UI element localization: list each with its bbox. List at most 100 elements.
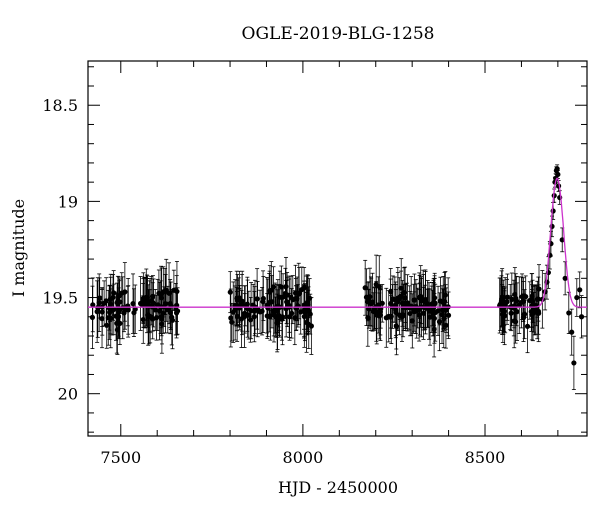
data-point	[393, 302, 399, 308]
data-point	[432, 300, 438, 306]
data-point	[500, 311, 506, 317]
data-point	[114, 300, 120, 306]
data-point	[108, 315, 114, 321]
data-points	[89, 164, 585, 391]
data-point	[306, 321, 312, 327]
data-point	[509, 296, 515, 302]
data-point	[239, 301, 245, 308]
data-point	[107, 309, 113, 315]
data-point	[566, 310, 572, 316]
model-curve	[88, 177, 587, 308]
x-axis-label: HJD - 2450000	[278, 478, 398, 497]
data-point	[393, 323, 400, 330]
data-point	[437, 298, 444, 304]
data-point	[511, 305, 517, 311]
data-point	[504, 294, 510, 300]
data-point	[534, 296, 540, 302]
data-point	[436, 319, 443, 325]
data-point	[254, 296, 260, 302]
data-point	[512, 291, 518, 298]
data-point	[252, 308, 258, 314]
data-point	[90, 302, 96, 308]
data-point	[292, 315, 298, 321]
data-point	[277, 314, 283, 320]
data-point	[422, 296, 429, 303]
data-point	[409, 318, 415, 324]
data-point	[267, 289, 273, 295]
data-point	[280, 294, 286, 300]
data-point	[267, 313, 273, 319]
data-point	[524, 323, 531, 329]
data-point	[578, 314, 585, 320]
data-point	[529, 298, 536, 304]
data-point	[283, 283, 289, 290]
chart-title: OGLE-2019-BLG-1258	[242, 24, 435, 44]
data-point	[247, 317, 254, 323]
data-point	[227, 289, 233, 295]
data-point	[379, 300, 385, 306]
data-point	[555, 171, 561, 178]
data-point	[130, 301, 136, 307]
data-point	[301, 302, 307, 308]
data-point	[284, 299, 290, 305]
data-point	[374, 312, 380, 318]
y-tick-label: 20	[58, 385, 78, 404]
data-point	[122, 289, 128, 295]
data-point	[131, 310, 137, 316]
data-point	[520, 315, 527, 321]
data-point	[431, 326, 437, 332]
data-point	[559, 237, 565, 243]
data-point	[388, 289, 394, 295]
data-point	[440, 307, 446, 313]
data-point	[569, 329, 575, 335]
data-point	[499, 294, 505, 300]
data-point	[115, 314, 122, 320]
data-point	[523, 293, 529, 300]
data-point	[435, 308, 441, 314]
x-tick-label: 8000	[283, 448, 324, 467]
data-point	[368, 299, 374, 305]
data-point	[163, 301, 169, 307]
axis-ticks: 7500 8000 8500 18.5 19 19.5 20	[42, 61, 587, 467]
data-point	[402, 295, 408, 301]
data-point	[158, 313, 165, 320]
data-point	[376, 283, 382, 290]
data-point	[550, 208, 556, 214]
data-point	[97, 295, 103, 301]
data-point	[116, 307, 122, 313]
data-point	[167, 301, 173, 307]
y-axis-label: I magnitude	[9, 199, 28, 297]
data-point	[299, 286, 305, 293]
data-point	[398, 293, 404, 299]
data-point	[562, 275, 568, 281]
data-point	[234, 295, 240, 301]
x-tick-label: 7500	[100, 448, 141, 467]
data-point	[442, 292, 448, 298]
data-point	[278, 284, 284, 290]
data-point	[121, 310, 127, 316]
data-point	[162, 288, 168, 295]
data-point	[553, 175, 559, 181]
y-tick-label: 19	[58, 192, 78, 211]
data-point	[363, 294, 370, 300]
data-point	[94, 309, 100, 315]
y-tick-label: 19.5	[42, 289, 78, 308]
data-point	[274, 320, 280, 326]
data-point	[242, 310, 248, 316]
data-point	[390, 296, 396, 302]
data-point	[407, 310, 413, 317]
x-tick-label: 8500	[465, 448, 506, 467]
data-point	[518, 299, 524, 306]
data-point	[404, 300, 411, 306]
data-point	[150, 300, 157, 306]
data-point	[103, 298, 109, 304]
data-point	[571, 360, 577, 366]
data-point	[171, 287, 177, 293]
data-point	[153, 315, 160, 321]
data-point	[307, 295, 313, 301]
data-point	[274, 308, 280, 314]
data-point	[508, 310, 514, 316]
data-point	[229, 319, 235, 325]
data-point	[574, 294, 580, 301]
